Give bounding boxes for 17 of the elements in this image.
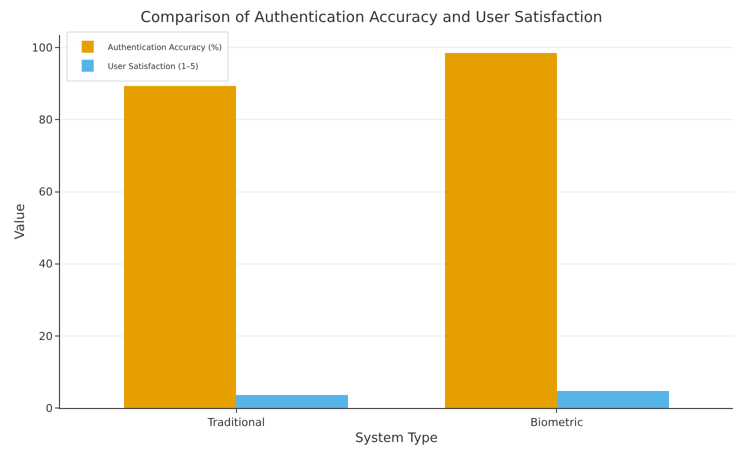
y-tick-label: 0 <box>46 402 53 415</box>
legend-label: User Satisfaction (1–5) <box>108 62 198 71</box>
y-tick-label: 60 <box>38 186 53 199</box>
legend-label: Authentication Accuracy (%) <box>108 42 222 52</box>
bar <box>557 391 669 408</box>
x-axis-title: System Type <box>355 430 438 446</box>
bar <box>236 395 348 408</box>
x-tick-label: Biometric <box>530 416 584 430</box>
x-tick-label: Traditional <box>206 416 265 430</box>
y-tick-label: 20 <box>38 330 53 343</box>
bar <box>445 53 557 408</box>
y-tick-label: 100 <box>32 41 53 54</box>
y-axis-title: Value <box>13 204 28 240</box>
y-tick-label: 40 <box>38 258 53 271</box>
chart-title: Comparison of Authentication Accuracy and User Satisfaction <box>140 8 602 26</box>
y-tick-label: 80 <box>38 114 53 127</box>
bar <box>124 86 236 408</box>
